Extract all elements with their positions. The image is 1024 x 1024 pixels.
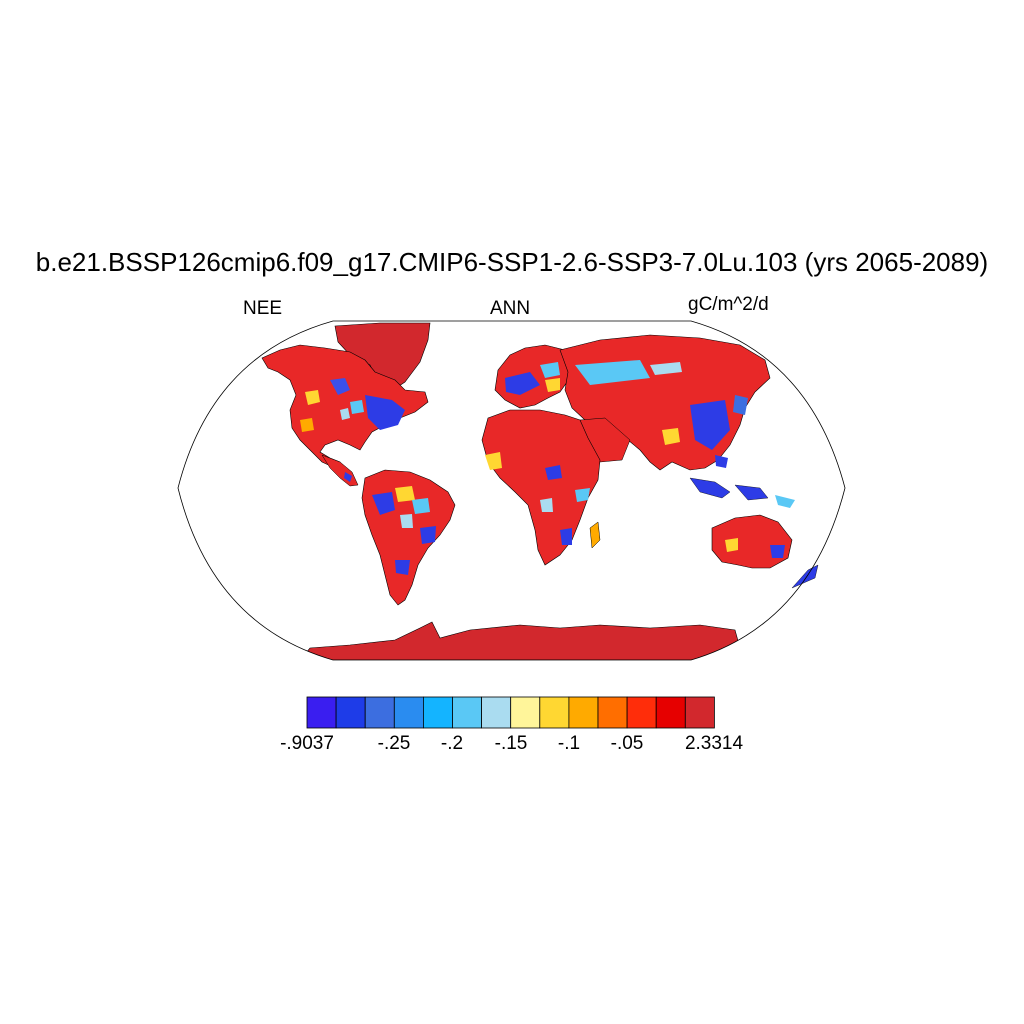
antarctica-region bbox=[299, 621, 741, 660]
colorbar-swatch bbox=[481, 696, 512, 729]
colorbar-tick-label: -.1 bbox=[557, 733, 581, 754]
variable-label: NEE bbox=[243, 298, 283, 319]
colorbar-swatch bbox=[539, 696, 570, 729]
colorbar-swatch bbox=[626, 696, 657, 729]
colorbar-swatch bbox=[335, 696, 366, 729]
map-title: b.e21.BSSP126cmip6.f09_g17.CMIP6-SSP1-2.… bbox=[35, 247, 989, 277]
colorbar-tick-label: -.9037 bbox=[280, 733, 334, 754]
colorbar-swatch bbox=[684, 696, 715, 729]
colorbar-swatch bbox=[597, 696, 628, 729]
colorbar-tick-label: -.25 bbox=[377, 733, 411, 754]
colorbar-swatch bbox=[655, 696, 686, 729]
colorbar-swatch bbox=[364, 696, 395, 729]
colorbar-swatch bbox=[510, 696, 541, 729]
globe-outline bbox=[177, 320, 846, 661]
colorbar-swatch bbox=[422, 696, 453, 729]
colorbar-swatch bbox=[568, 696, 599, 729]
season-label: ANN bbox=[490, 298, 531, 319]
colorbar-swatch bbox=[306, 696, 337, 729]
units-label: gC/m^2/d bbox=[688, 294, 769, 315]
colorbar-swatch bbox=[393, 696, 424, 729]
colorbar-tick-label: -.2 bbox=[440, 733, 464, 754]
colorbar-tick-label: 2.3314 bbox=[684, 733, 744, 754]
colorbar-swatch bbox=[452, 696, 483, 729]
north-america-region bbox=[261, 344, 429, 471]
colorbar-tick-label: -.05 bbox=[610, 733, 644, 754]
colorbar-tick-label: -.15 bbox=[494, 733, 528, 754]
